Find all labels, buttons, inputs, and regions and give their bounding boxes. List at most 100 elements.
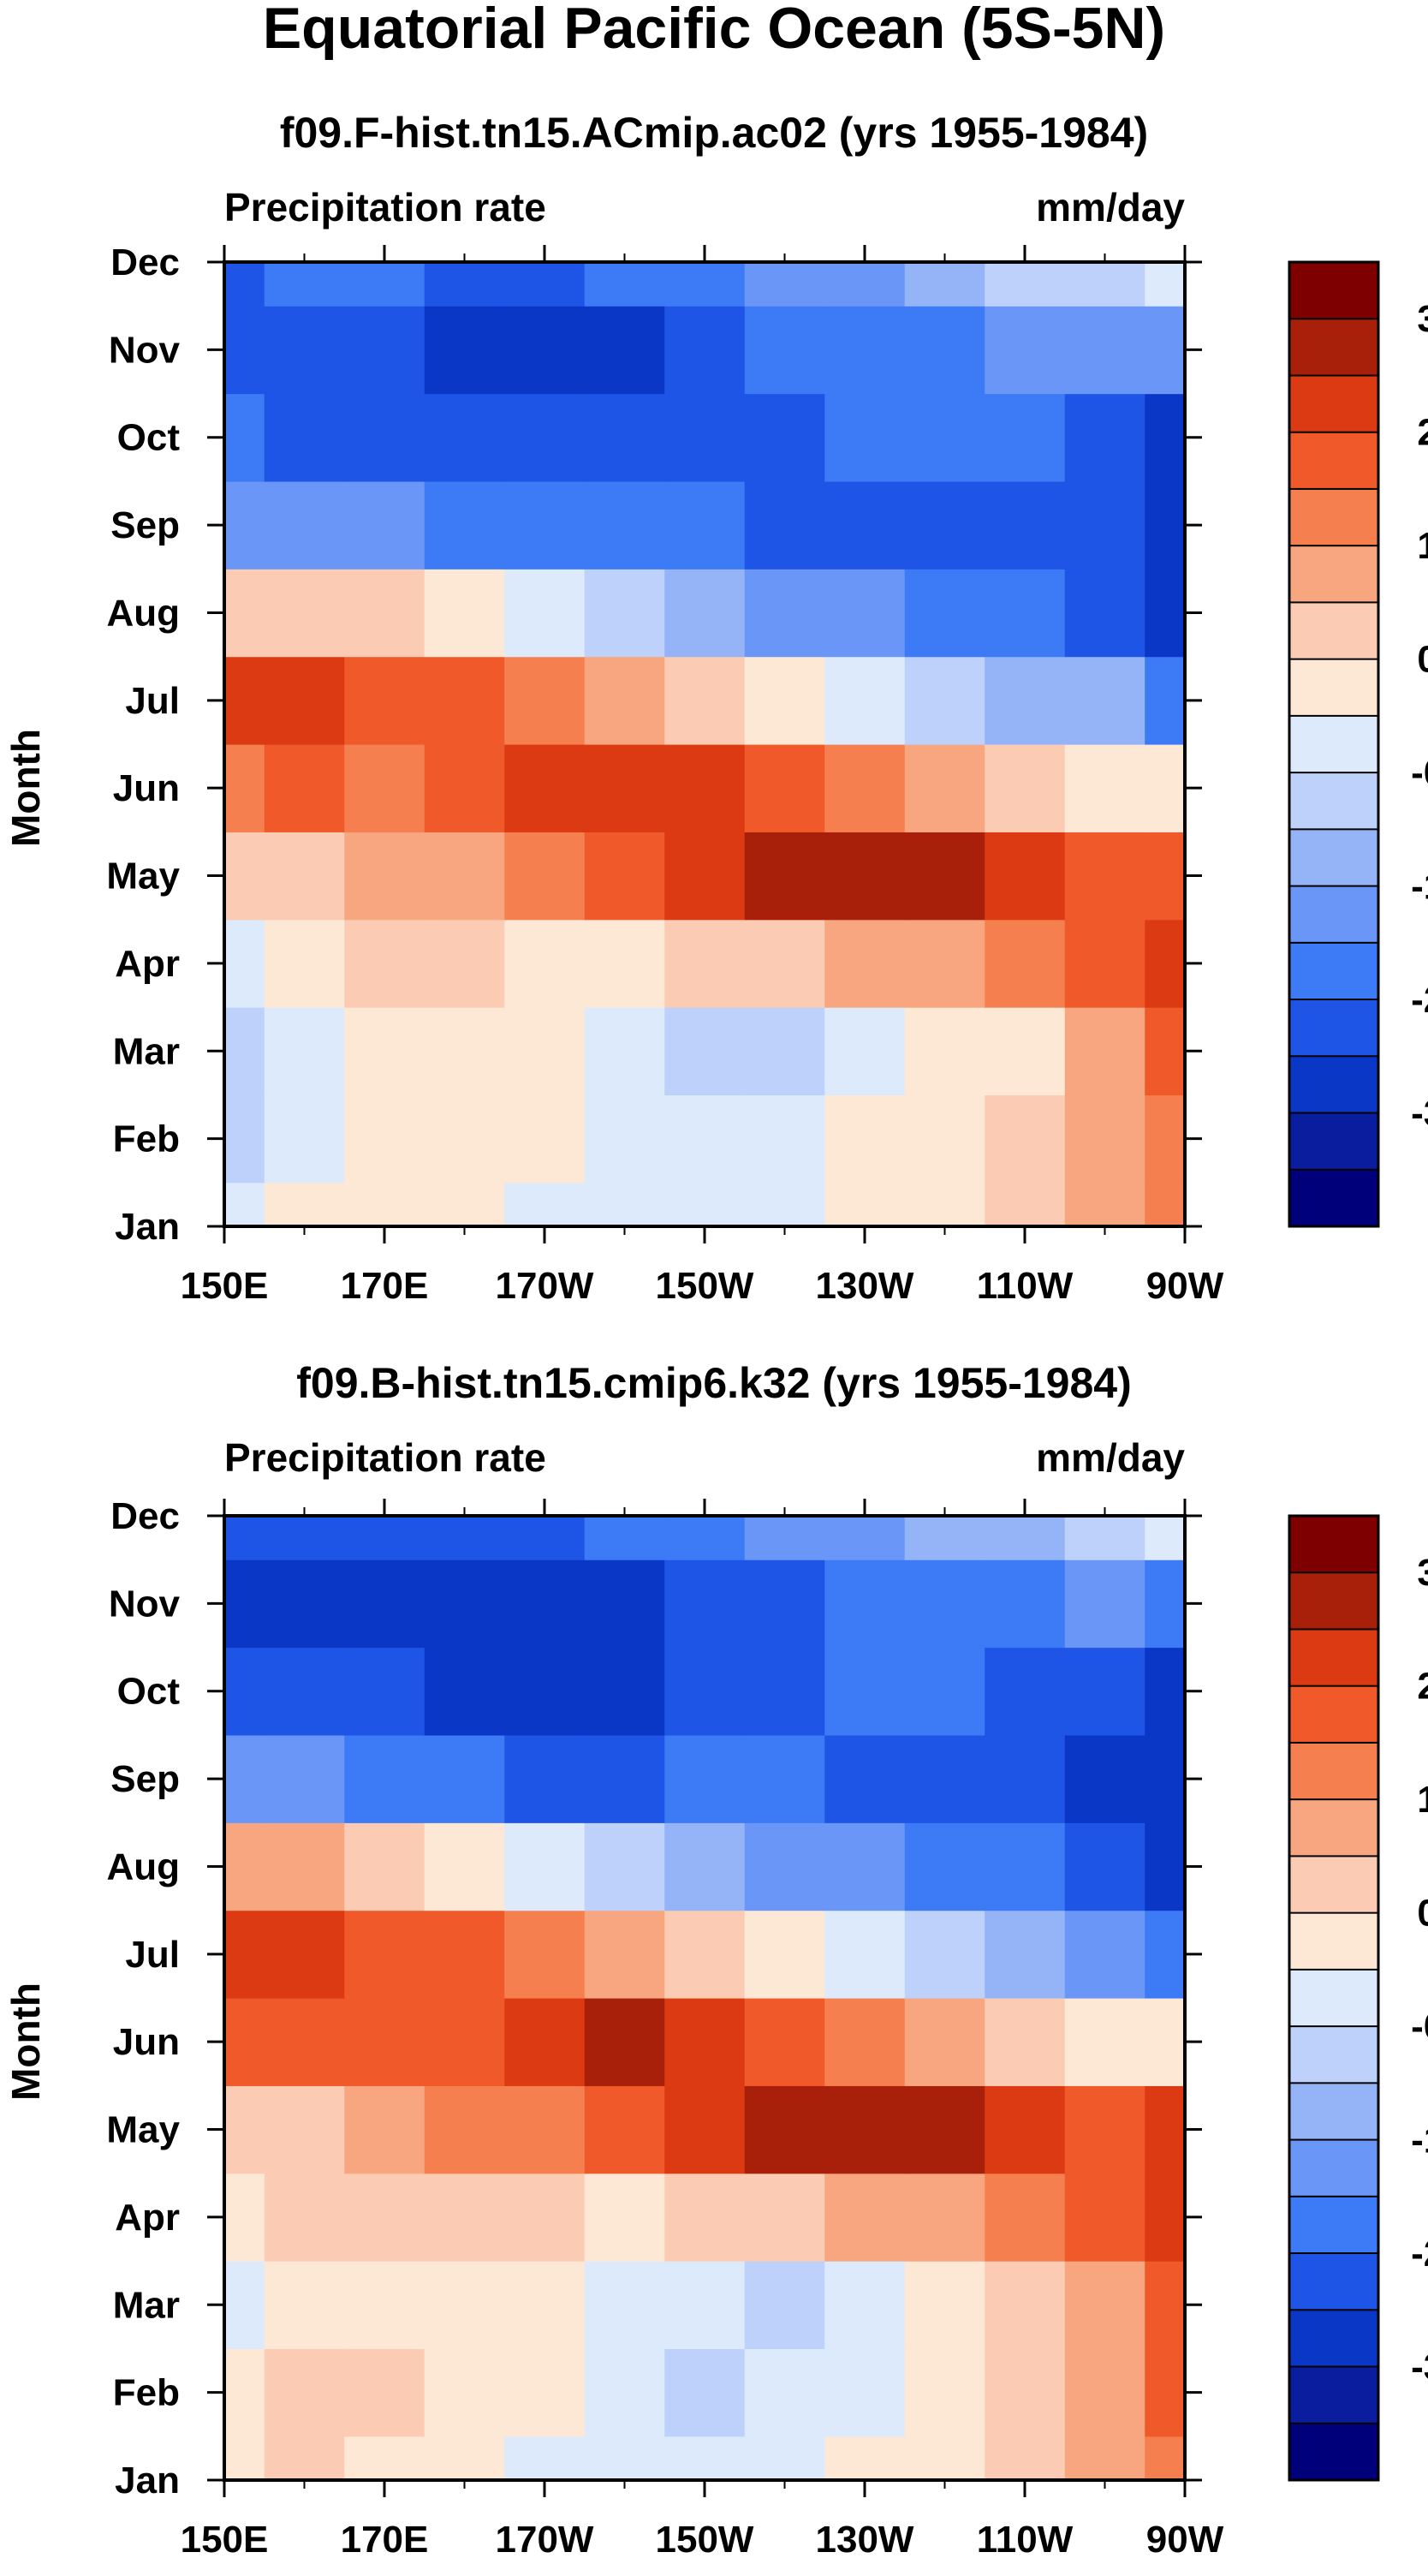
x-tick-label: 150E xyxy=(181,2519,269,2561)
heat-cell xyxy=(744,393,825,482)
heat-cell xyxy=(264,1094,345,1184)
heat-cell xyxy=(904,2261,985,2350)
heat-cell xyxy=(424,393,505,482)
y-tick-label: Oct xyxy=(117,1671,181,1713)
heat-cell xyxy=(1064,393,1145,482)
x-tick-label: 170W xyxy=(496,2519,594,2561)
heat-cell xyxy=(904,656,985,745)
heat-cell xyxy=(504,1094,586,1184)
heat-cell xyxy=(985,393,1066,482)
heatmap-cells xyxy=(224,262,1185,1226)
heat-cell xyxy=(824,656,906,745)
colorbar-box xyxy=(1288,999,1379,1058)
heat-cell xyxy=(344,569,425,658)
colorbar-box xyxy=(1288,487,1379,547)
heat-cell xyxy=(264,569,345,658)
heat-cell xyxy=(224,306,265,395)
heat-cell xyxy=(664,480,746,569)
heat-cell xyxy=(985,569,1066,658)
heat-cell xyxy=(744,2261,825,2350)
colorbar-box xyxy=(1288,374,1379,434)
heat-cell xyxy=(584,2173,665,2262)
colorbar-label: 3.5 xyxy=(1417,298,1428,340)
heat-cell xyxy=(344,1822,425,1911)
heat-cell xyxy=(264,1998,345,2086)
heat-cell xyxy=(1145,1559,1185,1649)
heat-cell xyxy=(504,1998,586,2086)
heat-cell xyxy=(264,306,345,395)
colorbar-box xyxy=(1288,714,1379,774)
heat-cell xyxy=(904,1516,985,1560)
heat-cell xyxy=(824,569,906,658)
heat-cell xyxy=(1064,656,1145,745)
heat-cell xyxy=(264,480,345,569)
heat-cell xyxy=(424,2348,505,2437)
heat-cell xyxy=(504,2173,586,2262)
heat-cell xyxy=(264,1734,345,1823)
colorbar-box xyxy=(1288,1055,1379,1115)
heat-cell xyxy=(264,744,345,832)
heat-cell xyxy=(1064,1647,1145,1736)
heat-cell xyxy=(424,1822,505,1911)
colorbar-label: -2.5 xyxy=(1411,979,1428,1021)
heat-cell xyxy=(824,2348,906,2437)
panel-top: f09.F-hist.tn15.ACmip.ac02 (yrs 1955-198… xyxy=(3,109,1428,1307)
colorbar: 3.532.521.510.50-0.5-1-1.5-2-2.5-3-3.5 xyxy=(1288,260,1428,1228)
heat-cell xyxy=(824,919,906,1008)
colorbar-label: -2.5 xyxy=(1411,2233,1428,2275)
heat-cell xyxy=(264,2436,345,2480)
heat-cell xyxy=(504,306,586,395)
heat-cell xyxy=(744,480,825,569)
x-tick-label: 90W xyxy=(1146,1265,1224,1307)
colorbar-box xyxy=(1288,658,1379,718)
heat-cell xyxy=(664,1094,746,1184)
heat-cell xyxy=(824,832,906,921)
heat-cell xyxy=(424,1647,505,1736)
heat-cell xyxy=(985,1516,1066,1560)
heat-cell xyxy=(1145,1910,1185,1999)
heat-cell xyxy=(344,1559,425,1649)
heat-cell xyxy=(424,1516,505,1560)
colorbar-label: -2 xyxy=(1426,2176,1428,2218)
heat-cell xyxy=(424,2085,505,2174)
heat-cell xyxy=(344,1647,425,1736)
heat-cell xyxy=(985,2261,1066,2350)
heat-cell xyxy=(744,1516,825,1560)
heat-cell xyxy=(1145,1516,1185,1560)
y-tick-label: Jul xyxy=(125,680,180,722)
heat-cell xyxy=(664,919,746,1008)
heat-cell xyxy=(904,262,985,307)
heat-cell xyxy=(224,1647,265,1736)
heat-cell xyxy=(504,2436,586,2480)
heat-cell xyxy=(664,2173,746,2262)
colorbar-label: -1 xyxy=(1426,808,1428,850)
heat-cell xyxy=(985,832,1066,921)
heat-cell xyxy=(985,1734,1066,1823)
heat-cell xyxy=(224,744,265,832)
x-tick-label: 130W xyxy=(816,2519,914,2561)
heat-cell xyxy=(1145,2085,1185,2174)
heat-cell xyxy=(904,1182,985,1226)
heat-cell xyxy=(744,656,825,745)
heat-cell xyxy=(1064,1559,1145,1649)
heat-cell xyxy=(1145,1998,1185,2086)
heat-cell xyxy=(824,1516,906,1560)
units-label: mm/day xyxy=(1036,1435,1185,1480)
heat-cell xyxy=(744,1734,825,1823)
colorbar-label: -3.5 xyxy=(1411,2346,1428,2388)
heat-cell xyxy=(344,832,425,921)
heat-cell xyxy=(985,1182,1066,1226)
heat-cell xyxy=(664,1182,746,1226)
heat-cell xyxy=(504,2085,586,2174)
heat-cell xyxy=(264,1182,345,1226)
y-tick-label: Sep xyxy=(110,1758,180,1800)
y-tick-label: May xyxy=(106,2109,180,2151)
heat-cell xyxy=(344,1734,425,1823)
colorbar-box xyxy=(1288,2195,1379,2255)
x-tick-label: 130W xyxy=(816,1265,914,1307)
heat-cell xyxy=(504,919,586,1008)
heat-cell xyxy=(424,1998,505,2086)
heat-cell xyxy=(344,1516,425,1560)
colorbar-box xyxy=(1288,1628,1379,1688)
